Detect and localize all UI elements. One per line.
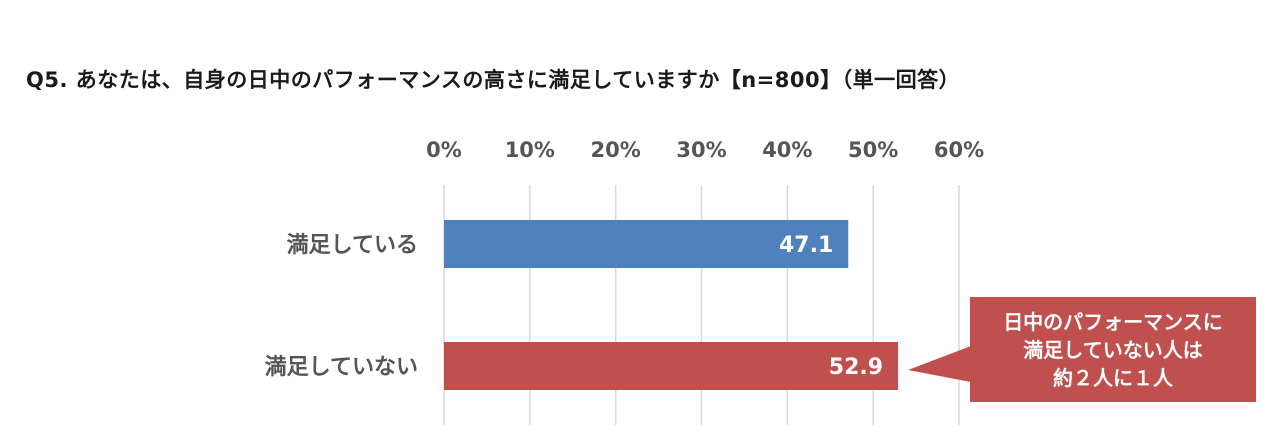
bars: [444, 220, 899, 390]
data-labels: 47.1 52.9: [779, 233, 883, 380]
tick-label: 0%: [426, 138, 462, 162]
bar: [444, 220, 849, 268]
tick-labels: 0% 10% 20% 30% 40% 50% 60%: [426, 138, 984, 162]
tick-label: 30%: [676, 138, 726, 162]
tick-label: 50%: [848, 138, 898, 162]
tick-label: 40%: [762, 138, 812, 162]
chart-title: Q5. あなたは、自身の日中のパフォーマンスの高さに満足していますか【n=800…: [26, 68, 961, 92]
callout-line-2: 満足していない人は: [1023, 337, 1203, 362]
callout-line-3: 約２人に１人: [1053, 365, 1173, 390]
tick-label: 60%: [934, 138, 984, 162]
callout-line-1: 日中のパフォーマンスに: [1003, 309, 1223, 334]
callout-pointer: [908, 346, 971, 382]
data-label: 47.1: [779, 233, 833, 258]
bar: [444, 342, 899, 390]
tick-label: 10%: [505, 138, 555, 162]
category-label: 満足していない: [265, 354, 418, 380]
category-label: 満足している: [287, 232, 418, 258]
callout-box: 日中のパフォーマンスに 満足していない人は 約２人に１人: [970, 297, 1256, 402]
data-label: 52.9: [829, 355, 883, 380]
tick-label: 20%: [591, 138, 641, 162]
